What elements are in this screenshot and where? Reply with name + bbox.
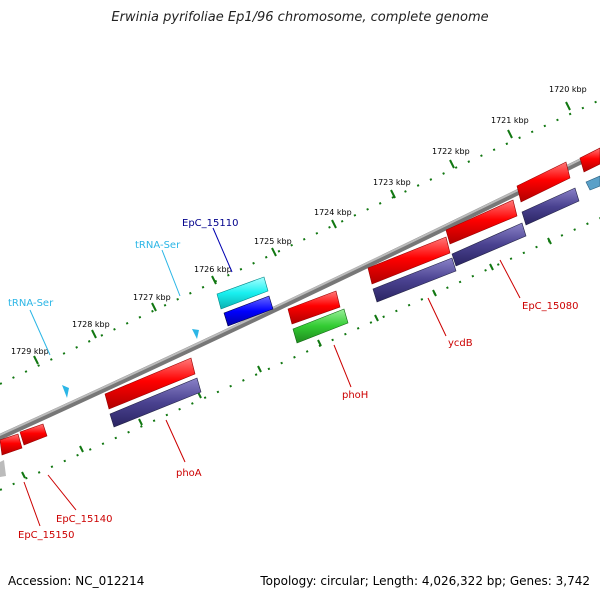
map-title: Erwinia pyrifoliae Ep1/96 chromosome, co… — [111, 10, 489, 25]
ruler-labels: 1720 kbp 1721 kbp 1722 kbp 1723 kbp 1724… — [11, 85, 587, 356]
feature-label-EpC_15110: EpC_15110 — [182, 218, 238, 229]
accession-text: Accession: NC_012214 — [8, 574, 145, 588]
label-leaders — [23, 227, 521, 527]
feature-label-tRNA-Ser: tRNA-Ser — [8, 298, 54, 309]
ruler-label: 1721 kbp — [491, 116, 529, 125]
tRNA-marker[interactable] — [62, 385, 69, 398]
feature-label-phoA: phoA — [176, 468, 202, 479]
ruler-label: 1728 kbp — [72, 320, 110, 329]
cds-feature[interactable] — [445, 199, 518, 245]
cds-feature[interactable] — [579, 147, 600, 173]
ruler-label: 1726 kbp — [194, 265, 232, 274]
ruler-label: 1724 kbp — [314, 208, 352, 217]
cds-feature[interactable] — [516, 161, 571, 203]
feature-label-tRNA-Ser: tRNA-Ser — [135, 240, 181, 251]
feature-label-EpC_15140: EpC_15140 — [56, 514, 112, 525]
feature-label-EpC_15150: EpC_15150 — [18, 530, 74, 541]
ruler-label: 1727 kbp — [133, 293, 171, 302]
gene-feature[interactable] — [451, 222, 527, 267]
tRNA-feature[interactable] — [216, 276, 269, 310]
cds-feature[interactable] — [19, 423, 48, 446]
ruler-label: 1722 kbp — [432, 147, 470, 156]
feature-label-ycdB: ycdB — [448, 338, 473, 349]
feature-glyphs — [0, 147, 600, 477]
gene-feature[interactable] — [292, 308, 349, 344]
gene-feature[interactable] — [585, 175, 600, 191]
cds-feature[interactable] — [287, 290, 341, 325]
cds-feature[interactable] — [367, 236, 451, 285]
ruler-arc-inner — [0, 217, 600, 491]
ruler-label: 1725 kbp — [254, 237, 292, 246]
ruler-label: 1720 kbp — [549, 85, 587, 94]
genome-summary-text: Topology: circular; Length: 4,026,322 bp… — [260, 574, 590, 588]
inner-ticks — [21, 237, 552, 479]
ruler-label: 1729 kbp — [11, 347, 49, 356]
gene-feature[interactable] — [109, 377, 202, 428]
ruler-major-ticks — [33, 101, 571, 365]
feature-label-phoH: phoH — [342, 390, 368, 401]
cds-feature[interactable] — [0, 433, 23, 456]
tRNA-marker[interactable] — [192, 329, 199, 339]
ruler-label: 1723 kbp — [373, 178, 411, 187]
gene-feature[interactable] — [0, 460, 6, 477]
gene-feature[interactable] — [521, 187, 580, 226]
chromosome-backbone — [0, 148, 600, 441]
gene-feature[interactable] — [372, 257, 457, 303]
cds-feature[interactable] — [104, 357, 196, 410]
gene-feature[interactable] — [223, 295, 274, 327]
feature-label-EpC_15080: EpC_15080 — [522, 301, 578, 312]
feature-labels: EpC_15110 tRNA-Ser tRNA-Ser EpC_15080 yc… — [8, 218, 578, 541]
